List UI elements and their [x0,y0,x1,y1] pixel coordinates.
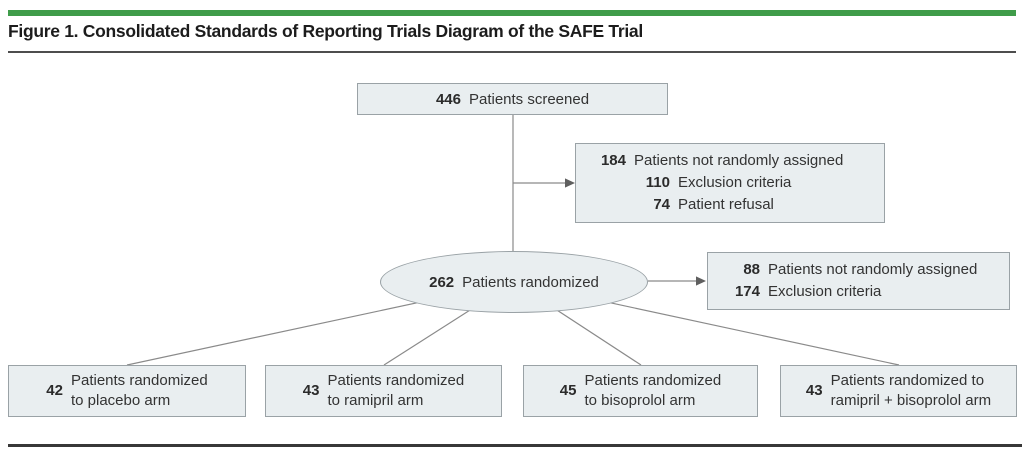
arm-count: 43 [302,382,320,399]
accent-bar [8,10,1016,16]
screened-box: 446 Patients screened [357,83,668,115]
title-divider [8,51,1016,53]
randomized-ellipse: 262 Patients randomized [380,251,648,313]
screened-label: Patients screened [468,90,590,108]
arm-box-placebo: 42 Patients randomized to placebo arm [8,365,246,417]
arm-count: 45 [559,382,577,399]
randomized-label: Patients randomized [462,273,599,291]
row-label: Patient refusal [678,196,774,213]
excluded-row: 184 Patients not randomly assigned [590,150,884,172]
arm-label: Patients randomized to placebo arm [70,372,208,409]
arm-count: 42 [46,382,63,399]
arm-label: Patients randomized to ramipril + bisopro… [830,372,992,409]
arm-box-bisoprolol: 45 Patients randomized to bisoprolol arm [523,365,758,417]
row-count: 88 [743,261,760,278]
row-count: 74 [653,196,670,213]
not-randomized-box-mid: 88 Patients not randomly assigned 174 Ex… [707,252,1010,310]
arm-box-ramipril-bisoprolol: 43 Patients randomized to ramipril + biso… [780,365,1017,417]
row-label: Patients not randomly assigned [768,261,978,278]
arm-label: Patients randomized to ramipril arm [327,372,465,409]
arm-count: 43 [805,382,823,399]
row-count: 110 [645,174,670,191]
row-count: 174 [734,283,760,300]
row-label: Exclusion criteria [678,174,792,191]
screened-count: 446 [435,90,461,108]
randomized-count: 262 [429,273,455,291]
arm-box-ramipril: 43 Patients randomized to ramipril arm [265,365,502,417]
excluded-row: 174 Exclusion criteria [722,281,1009,303]
row-count: 184 [600,152,626,169]
excluded-row: 88 Patients not randomly assigned [722,259,1009,281]
arrowhead-icon [696,276,706,286]
excluded-row: 110 Exclusion criteria [590,172,884,194]
row-label: Patients not randomly assigned [634,152,844,169]
arm-label: Patients randomized to bisoprolol arm [584,372,722,409]
excluded-row: 74 Patient refusal [590,194,884,216]
not-randomized-box-top: 184 Patients not randomly assigned 110 E… [575,143,885,223]
arrowhead-icon [565,178,575,188]
bottom-divider [8,444,1022,447]
row-label: Exclusion criteria [768,283,882,300]
figure-title: Figure 1. Consolidated Standards of Repo… [8,21,643,41]
